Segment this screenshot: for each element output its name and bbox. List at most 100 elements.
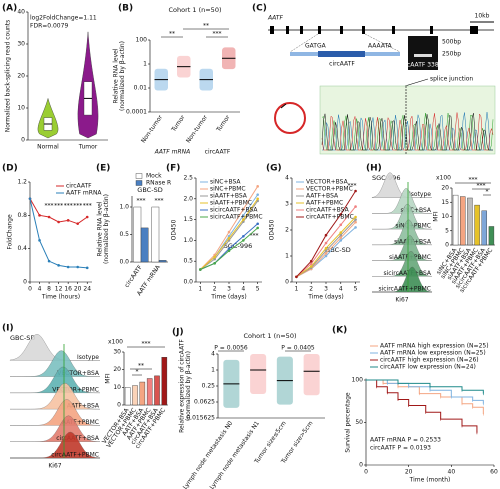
y-tick-label: 0.0 [119,259,129,266]
y-tick-label: 0 [21,137,25,144]
point [76,265,79,269]
y-axis-label: (normalized by β-actin) [103,194,110,264]
scale-label: 10kb [475,13,490,20]
legend-label: siAATF+PBMC [210,200,252,207]
point [242,207,245,211]
point [38,239,41,242]
annotation: *** [469,177,478,184]
histogram [372,266,433,293]
legend-label: siNC+BSA [210,179,241,186]
y-tick-label: 30 [17,41,25,48]
exon-bar [318,51,365,57]
x-axis-label: Ki67 [48,463,61,470]
point [242,214,245,217]
annotation: *** [83,203,92,210]
annotation: * [486,189,489,196]
zoom-line [364,33,401,53]
panel-label: (D) [2,164,18,174]
y-tick-label: 1.0 [183,237,193,244]
y-tick-label: 20 [441,185,449,192]
bar [154,375,160,406]
chromatogram-box [319,85,496,155]
gel-band-label: circAATF 338bp [400,62,447,69]
x-tick-label: 5 [256,286,260,293]
y-axis-label: Relative RNA level [97,201,104,256]
x-tick-label: 4 [241,286,245,293]
circrna-icon [274,102,306,134]
annotation: *** [45,203,54,210]
y-tick-label: 0 [285,279,289,286]
x-axis-label: Time (days) [210,294,246,301]
histogram [10,383,101,410]
x-tick-label: 40 [448,469,456,476]
y-tick-label: 2 [285,227,289,234]
legend-label: RNase R [146,180,171,187]
y-tick-label: 1 [285,253,289,260]
junction-mark [280,103,287,109]
annotation: *** [250,233,259,240]
point [309,262,313,266]
point [213,257,216,261]
panel-label: (A) [2,4,17,14]
gel [408,36,438,70]
y-tick-label: 0.0001 [126,109,147,116]
trace [322,112,493,151]
x-tick-label: 12 [55,286,63,293]
histogram [372,219,433,246]
histogram [10,431,101,459]
annotation: *** [155,198,164,205]
y-axis-label: FoldChange [7,214,14,250]
point [256,222,259,226]
point [199,268,202,271]
y-tick-label: 10 [113,384,121,391]
bar [140,227,149,263]
histogram [372,188,433,214]
motif: AAAATA [368,43,393,50]
y-tick-label: 0 [117,402,121,409]
bar [158,260,167,263]
legend-label: circAATF [66,183,92,190]
histogram-label: VECTOR+PBMC [52,386,99,393]
legend-label: VECTOR+PBMC [306,186,353,193]
histogram-label: sicircAATF+PBMC [378,286,431,293]
point [354,226,357,229]
legend-label: siAATF+BSA [210,193,248,200]
y-tick-label: 0 [359,462,363,469]
annotation: ** [203,23,209,30]
histogram-label: Isotype [77,354,99,361]
point [66,265,70,269]
histogram [372,203,433,230]
point [47,215,51,219]
histogram [372,235,433,261]
point [339,223,343,227]
y-tick-label: 2.0 [183,195,193,202]
point [227,249,231,253]
bar [146,378,153,406]
annotation: FDR=0.0079 [30,23,68,30]
bar [132,385,138,406]
x-tick-label: 16 [64,286,72,293]
diagram-c: (C) AATF 10kb GATGA AAAATA circAATF circ… [252,4,496,155]
histogram-label: AATF+BSA [67,403,100,410]
y-tick-label: 10 [17,105,25,112]
point [309,265,313,268]
panel-label: (J) [172,328,184,338]
y-tick-label: 1.0 [119,204,129,211]
annotation: AATF mRNA P = 0.2533 [370,437,441,444]
point [339,213,343,216]
y-tick-label: 10 [441,213,449,220]
y-axis-label: Relative expression of circAATF [179,339,186,433]
histogram-label: circAATF+BSA [56,435,100,442]
annotation: *** [54,203,63,210]
y-tick-label: 100 [136,37,148,44]
y-tick-label: 5 [445,227,449,234]
x-tick-label: Tumor [78,144,98,151]
x-axis-label: Time (hours) [41,294,80,301]
chart-title: GBC-SD [325,246,350,254]
point [354,215,357,219]
x-tick-label: 8 [47,286,51,293]
x-tick-label: 60 [490,469,498,476]
point [242,234,245,238]
histogram-label: AATF+PBMC [62,419,99,426]
legend-swatch [135,180,143,186]
